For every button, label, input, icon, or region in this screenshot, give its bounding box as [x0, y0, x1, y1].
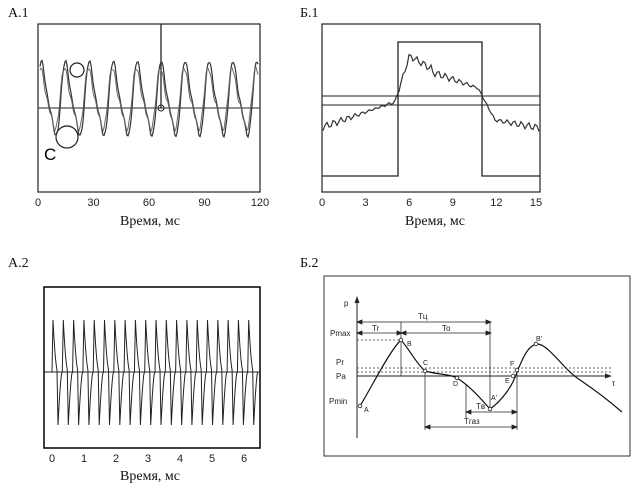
b2-points — [357, 337, 539, 412]
b1-frame — [321, 23, 541, 193]
a2-tick: 1 — [81, 453, 87, 465]
b2-label-tr: Tr — [372, 324, 380, 333]
a2-frame — [43, 286, 261, 449]
b2-point-e — [510, 373, 516, 379]
xlabel-a2: Время, мс — [120, 469, 180, 484]
a2-tick: 3 — [145, 453, 151, 465]
b1-tick: 3 — [363, 197, 369, 209]
a2-tick: 0 — [49, 453, 55, 465]
b2-arrowhead — [485, 330, 493, 336]
b2-point-bp — [533, 341, 539, 347]
b2-point-f — [514, 367, 520, 373]
b2-point-c — [422, 368, 428, 374]
b2-arrowhead — [396, 330, 404, 336]
b2-arrowhead — [355, 330, 363, 336]
b1-tick: 12 — [490, 197, 502, 209]
panel-a2: 0 1 2 3 4 5 6 — [43, 286, 261, 465]
b2-label-b: B — [407, 341, 412, 348]
a1-wave-2 — [39, 66, 259, 133]
a2-tick: 5 — [209, 453, 215, 465]
a2-x-ticks: 0 1 2 3 4 5 6 — [49, 453, 247, 465]
b1-tick: 0 — [319, 197, 325, 209]
b2-label-tv: Tв — [476, 402, 485, 411]
a1-tick: 90 — [198, 197, 210, 209]
panel-label-b1: Б.1 — [300, 6, 319, 21]
b1-tick: 9 — [450, 197, 456, 209]
panel-b1: 0 3 6 9 12 15 — [319, 23, 542, 209]
b2-label-to: To — [442, 324, 451, 333]
b2-arrowhead — [511, 409, 519, 415]
b2-arrowhead — [464, 409, 472, 415]
a1-marker-c: C — [44, 145, 56, 164]
a2-tick: 6 — [241, 453, 247, 465]
a1-circle-top — [69, 62, 85, 78]
b2-point-a — [357, 403, 363, 409]
a1-circle-c — [55, 125, 79, 149]
b2-intervals — [355, 319, 519, 430]
b2-arrowhead — [423, 424, 431, 430]
b2-frame — [323, 275, 631, 457]
b2-level-pmax: Pmax — [330, 329, 350, 338]
b2-x-axis-label: τ — [612, 379, 616, 388]
a1-marker-dot — [157, 104, 165, 112]
a2-spike-train — [46, 319, 259, 426]
b1-signal — [322, 53, 540, 132]
panel-label-a1: А.1 — [8, 6, 29, 21]
a2-tick: 2 — [113, 453, 119, 465]
b2-arrowhead — [355, 319, 363, 325]
b2-point-d — [454, 375, 460, 381]
b2-level-pa: Pa — [336, 372, 346, 381]
b1-tick: 15 — [530, 197, 542, 209]
a1-tick: 120 — [251, 197, 269, 209]
b2-label-d: D — [453, 381, 458, 388]
panel-a1: C 0 30 60 90 120 — [35, 23, 269, 209]
b1-x-ticks: 0 3 6 9 12 15 — [319, 197, 542, 209]
b2-point-ap — [487, 406, 493, 412]
xlabel-b1: Время, мс — [405, 214, 465, 229]
b2-label-a: A — [364, 407, 369, 414]
b1-pulse — [322, 41, 540, 177]
panel-b2: p τ Pmax Pr Pa Pmin — [323, 275, 631, 457]
a1-tick: 30 — [87, 197, 99, 209]
b2-label-tc: Tц — [418, 312, 428, 321]
b2-level-pmin: Pmin — [329, 397, 347, 406]
a2-tick: 4 — [177, 453, 183, 465]
b2-point-b — [398, 337, 404, 343]
b2-level-pr: Pr — [336, 358, 344, 367]
a1-tick: 60 — [143, 197, 155, 209]
b2-x-arrow — [605, 373, 612, 379]
xlabel-a1: Время, мс — [120, 214, 180, 229]
a1-x-ticks: 0 30 60 90 120 — [35, 197, 269, 209]
b2-arrowhead — [399, 330, 407, 336]
b2-y-arrow — [354, 296, 360, 303]
b2-y-axis-label: p — [344, 299, 349, 308]
b2-label-e: E — [505, 378, 510, 385]
b1-tick: 6 — [406, 197, 412, 209]
panel-label-b2: Б.2 — [300, 256, 319, 271]
b2-label-bp: B' — [536, 336, 542, 343]
b2-label-f: F — [510, 361, 514, 368]
b2-label-c: C — [423, 360, 428, 367]
b2-label-tgaz: Tгаз — [464, 417, 480, 426]
a1-tick: 0 — [35, 197, 41, 209]
b2-arrowhead — [485, 319, 493, 325]
panel-label-a2: А.2 — [8, 256, 29, 271]
a1-wave-1 — [39, 59, 259, 139]
b2-arrowhead — [511, 424, 519, 430]
b2-label-ap: A' — [491, 395, 497, 402]
